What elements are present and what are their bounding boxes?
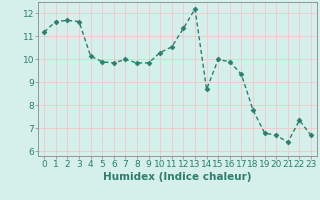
X-axis label: Humidex (Indice chaleur): Humidex (Indice chaleur) xyxy=(103,172,252,182)
